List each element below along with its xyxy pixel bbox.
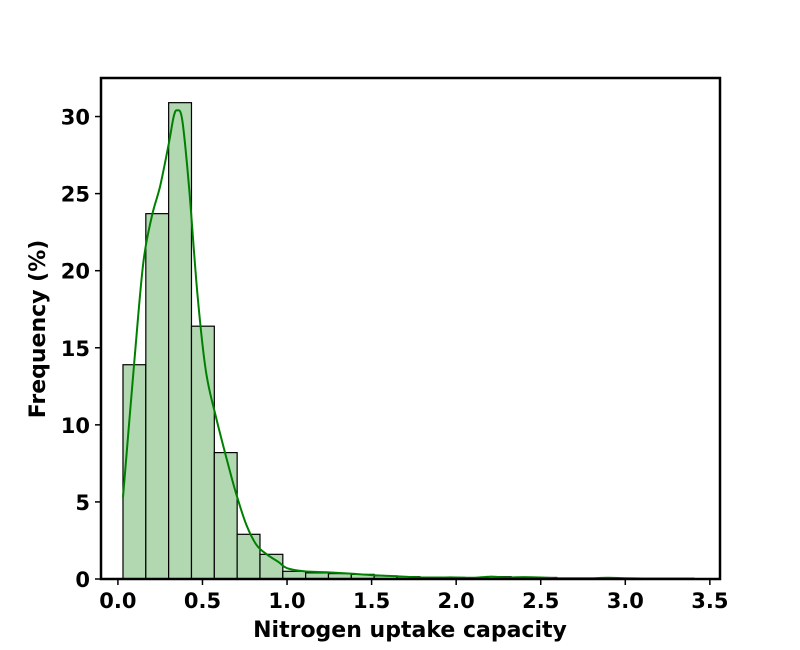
x-tick-label: 2.0 xyxy=(438,589,475,613)
x-tick-label: 0.0 xyxy=(99,589,136,613)
histogram-bar xyxy=(145,213,170,580)
y-axis-ticks: 0 5 10 15 20 25 30 xyxy=(61,106,101,592)
y-tick-label: 30 xyxy=(61,106,90,130)
x-axis-ticks: 0.0 0.5 1.0 1.5 2.0 2.5 3.0 3.5 xyxy=(99,579,728,613)
x-tick-label: 1.5 xyxy=(353,589,390,613)
y-axis-label: Frequency (%) xyxy=(26,240,51,419)
histogram-bar xyxy=(122,364,147,580)
histogram-bar xyxy=(213,451,238,580)
plot-frame xyxy=(99,76,722,581)
histogram-bar xyxy=(190,325,215,580)
y-tick-label: 0 xyxy=(75,568,90,592)
x-tick-label: 3.0 xyxy=(607,589,644,613)
x-tick-label: 2.5 xyxy=(522,589,559,613)
y-tick-label: 10 xyxy=(61,414,90,438)
x-tick-label: 1.0 xyxy=(268,589,305,613)
histogram-bars xyxy=(122,102,695,580)
histogram-bar xyxy=(236,533,261,580)
y-tick-label: 20 xyxy=(61,260,90,284)
y-tick-label: 5 xyxy=(75,491,90,515)
y-tick-label: 25 xyxy=(61,183,90,207)
x-axis-label: Nitrogen uptake capacity xyxy=(253,618,567,643)
y-tick-label: 15 xyxy=(61,337,90,361)
x-tick-label: 3.5 xyxy=(691,589,728,613)
x-tick-label: 0.5 xyxy=(184,589,221,613)
